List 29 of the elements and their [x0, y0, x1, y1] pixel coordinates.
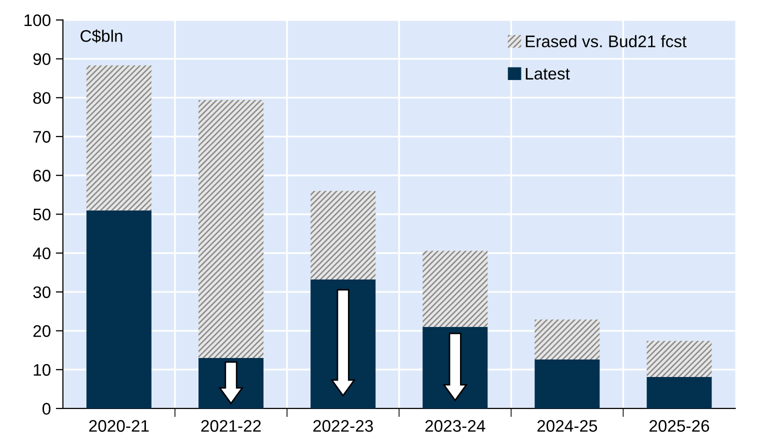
y-tick-label: 80 — [33, 92, 50, 104]
bar — [422, 250, 488, 327]
y-tick-label: 0 — [42, 402, 50, 415]
y-tick-label: 20 — [33, 325, 50, 337]
x-tick-label: 2023-24 — [425, 420, 486, 432]
bar — [310, 190, 376, 280]
y-tick-label: 70 — [33, 130, 50, 143]
legend-label: Erased vs. Bud21 fcst — [526, 35, 687, 48]
y-tick-label: 40 — [32, 247, 50, 260]
bar — [646, 340, 712, 378]
x-tick-label: 2022-23 — [313, 420, 373, 432]
y-tick-label: 30 — [33, 286, 50, 298]
y-tick-label: 50 — [33, 208, 50, 220]
y-tick-label: 10 — [34, 364, 50, 376]
bar — [198, 100, 264, 358]
x-tick-label: 2020-21 — [89, 420, 149, 432]
y-tick-label: 100 — [24, 14, 50, 26]
y-tick-label: 90 — [33, 53, 50, 66]
x-tick-label: 2021-22 — [201, 420, 261, 432]
x-tick-label: 2025-26 — [649, 420, 710, 432]
y-tick-label: 60 — [33, 170, 50, 182]
bar — [646, 377, 712, 408]
bar — [86, 65, 152, 210]
bar — [86, 210, 152, 408]
legend-label: Latest — [526, 68, 570, 80]
x-tick-label: 2024-25 — [537, 420, 598, 432]
y-axis-title: C$bln — [80, 29, 122, 43]
bar — [534, 360, 600, 408]
bar — [534, 320, 600, 360]
